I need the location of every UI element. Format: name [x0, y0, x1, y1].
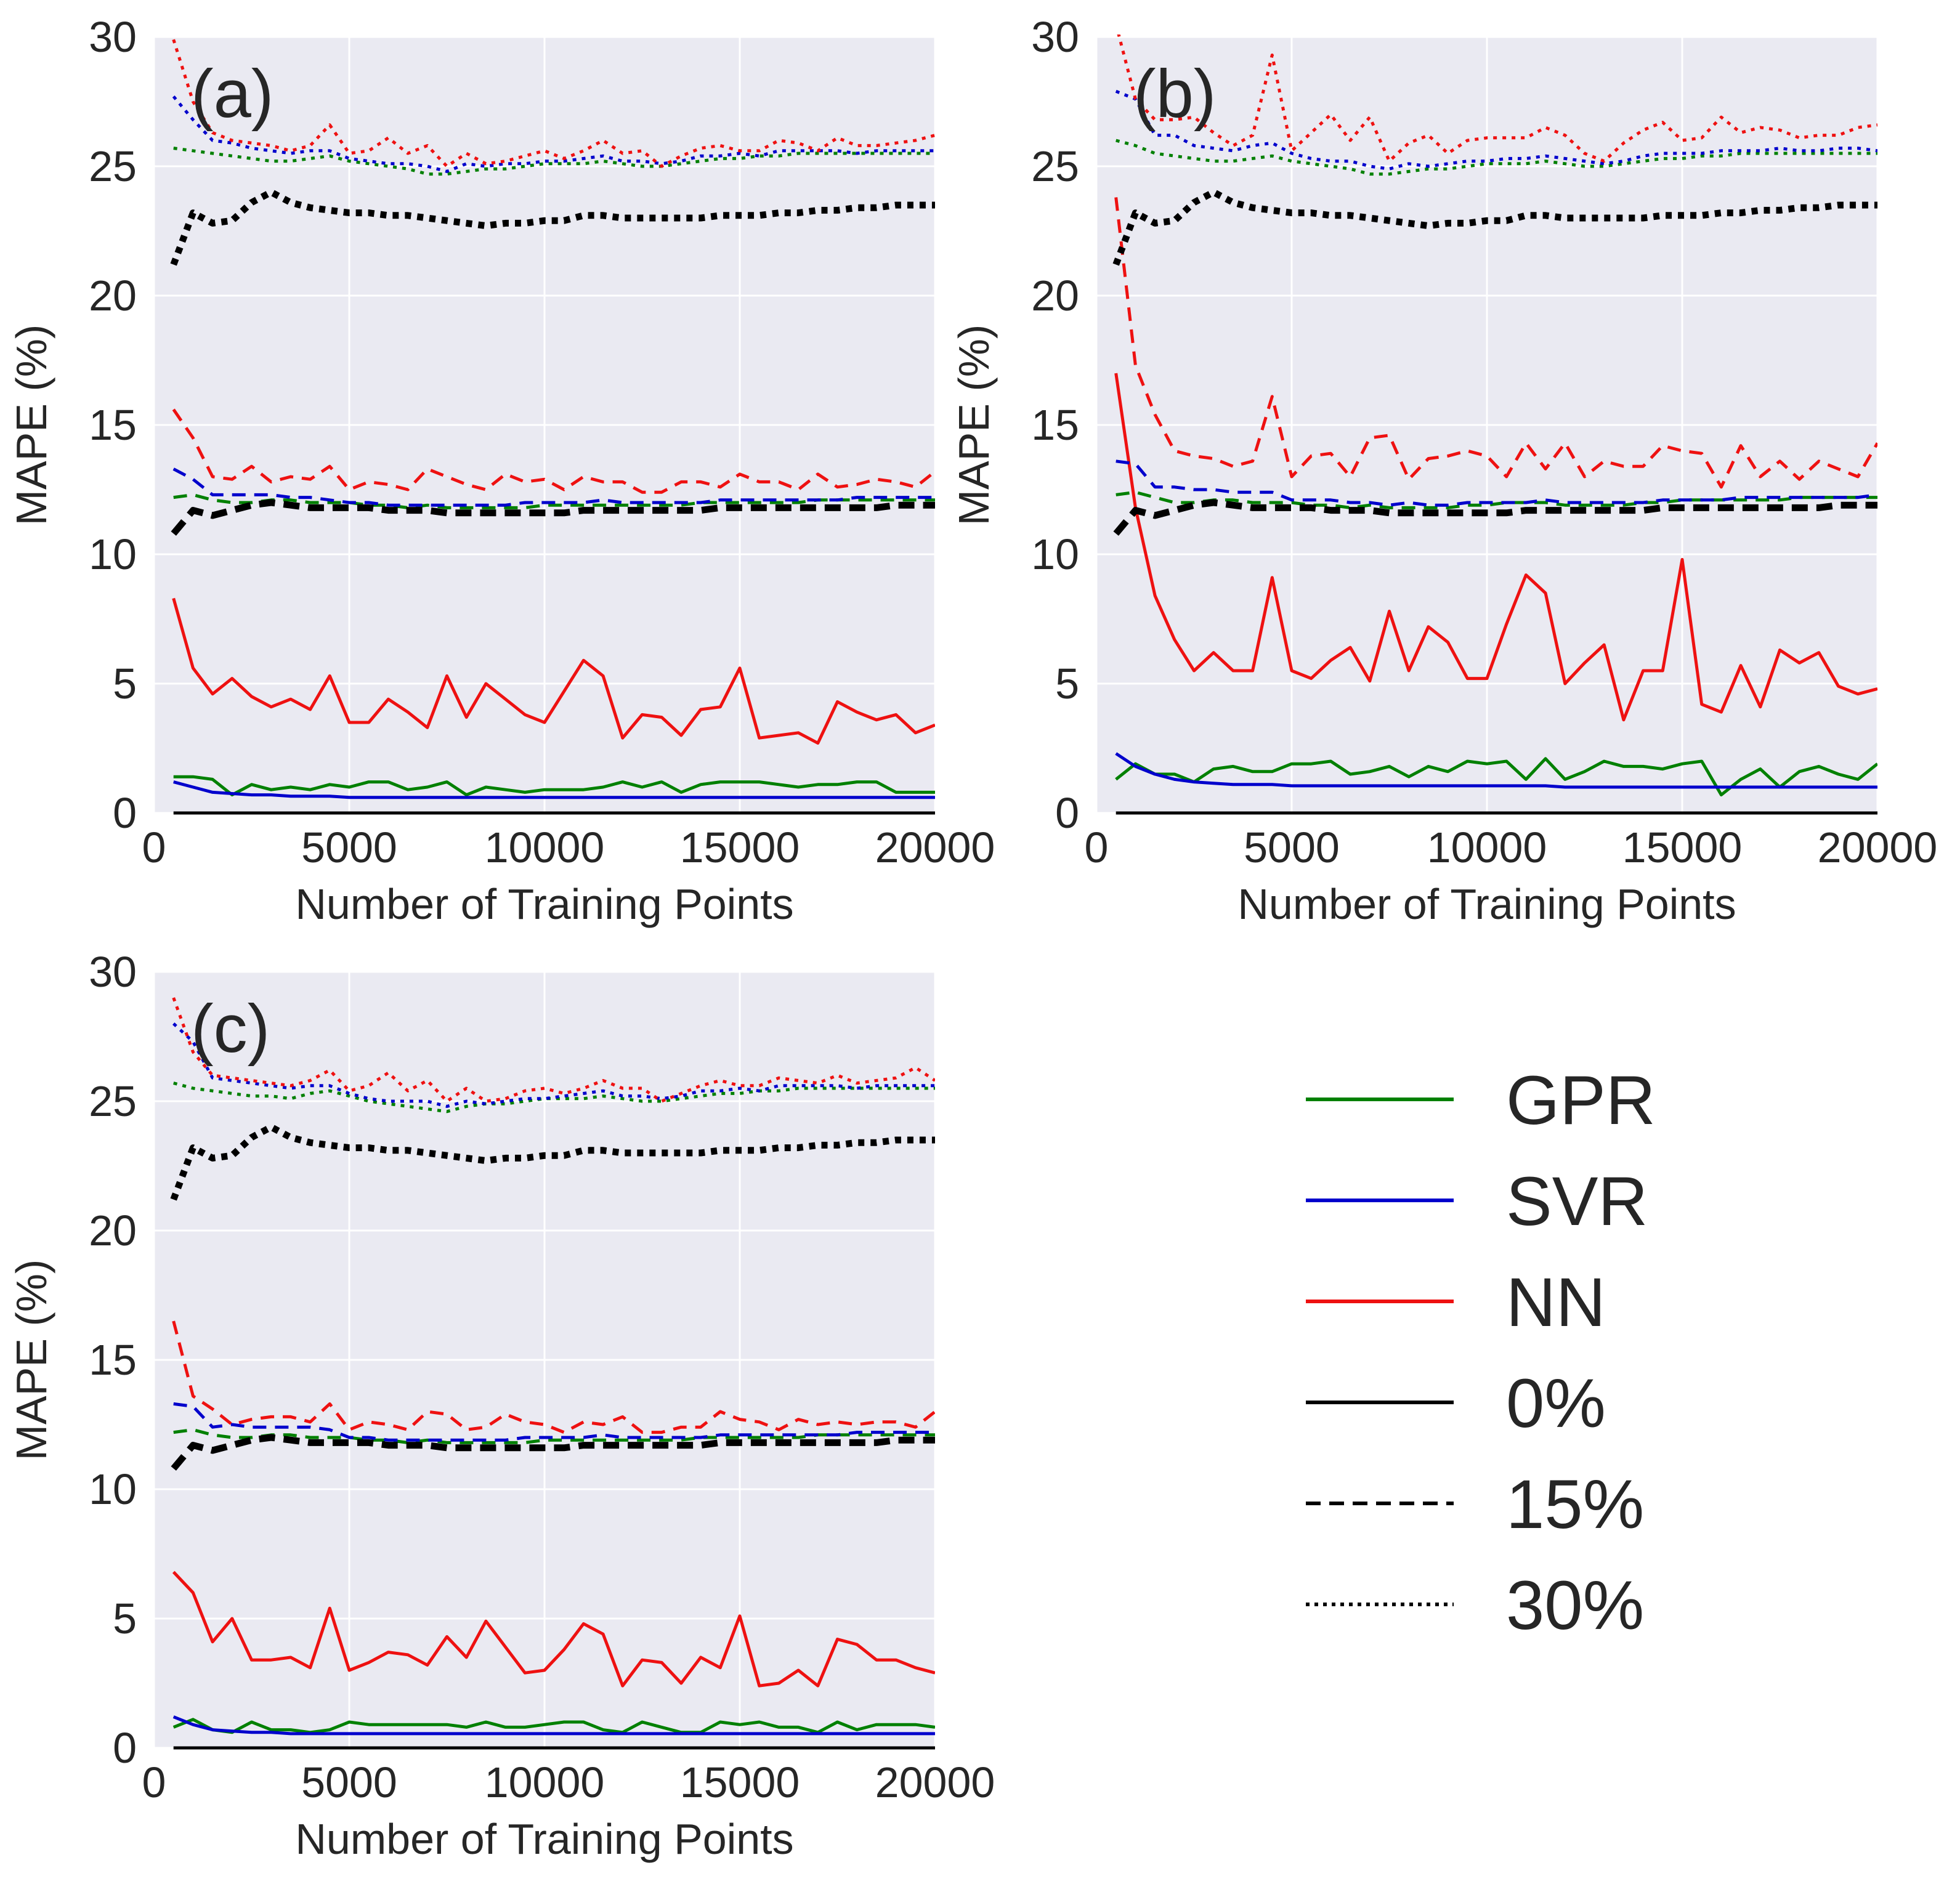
- series-line-gpr-15pct: [173, 1428, 935, 1444]
- y-tick-label: 25: [89, 142, 137, 190]
- y-tick-label: 0: [1055, 789, 1079, 837]
- x-tick-label: 15000: [680, 823, 800, 871]
- series-line-mean-15pct: [171, 499, 935, 536]
- series-line-gpr-0pct: [173, 775, 935, 797]
- x-tick-label: 0: [142, 823, 166, 871]
- series-line-svr-30pct: [172, 95, 935, 173]
- y-tick-label: 15: [89, 1336, 137, 1384]
- series-group: [1112, 34, 1877, 815]
- y-tick-label: 30: [1031, 13, 1079, 61]
- y-tick-label: 20: [89, 1207, 137, 1255]
- x-axis-label: Number of Training Points: [1237, 880, 1736, 928]
- series-group: [170, 997, 935, 1750]
- x-tick-label: 20000: [875, 823, 995, 871]
- y-tick-label: 5: [113, 1595, 137, 1643]
- y-tick-label: 5: [113, 660, 137, 708]
- series-line-svr-0pct: [173, 780, 935, 799]
- y-tick-label: 30: [89, 13, 137, 61]
- series-line-nn-30pct: [172, 39, 935, 168]
- x-axis-label: Number of Training Points: [295, 880, 793, 928]
- series-line-mean-15pct: [171, 1434, 935, 1471]
- series-line-nn-15pct: [172, 1320, 935, 1434]
- series-line-svr-0pct: [1115, 752, 1877, 789]
- y-tick-label: 10: [89, 1465, 137, 1513]
- y-tick-label: 30: [89, 948, 137, 996]
- y-tick-label: 10: [1031, 530, 1079, 578]
- y-tick-label: 20: [1031, 272, 1079, 320]
- series-line-svr-15pct: [173, 1402, 935, 1442]
- legend-label: 30%: [1506, 1567, 1644, 1644]
- x-tick-label: 15000: [680, 1758, 800, 1806]
- series-line-gpr-15pct: [173, 493, 935, 509]
- x-axis-label: Number of Training Points: [295, 1815, 793, 1863]
- legend-label: SVR: [1506, 1163, 1648, 1240]
- x-tick-label: 5000: [301, 1758, 397, 1806]
- legend: GPR SVR NN 0% 15% 30%: [1306, 1062, 1656, 1644]
- x-tick-label: 0: [1085, 823, 1109, 871]
- legend-label: NN: [1506, 1264, 1606, 1341]
- panel-b: 0 5000 10000 15000 20000 0 5 10 15 20 25 30 (b) Numbe…: [950, 13, 1937, 928]
- series-line-mean-30pct: [1112, 188, 1877, 266]
- y-tick-label: 25: [1031, 142, 1079, 190]
- y-tick-label: 10: [89, 530, 137, 578]
- x-tick-label: 5000: [1244, 823, 1340, 871]
- x-tick-label: 10000: [485, 823, 605, 871]
- x-tick-label: 20000: [875, 1758, 995, 1806]
- panel-label: (c): [191, 991, 270, 1067]
- y-tick-label: 15: [89, 401, 137, 449]
- series-line-gpr-15pct: [1116, 490, 1877, 509]
- panel-label: (b): [1133, 56, 1216, 132]
- y-axis-label: MAPE (%): [7, 1259, 55, 1461]
- y-axis-label: MAPE (%): [950, 325, 998, 526]
- series-line-nn-15pct: [172, 408, 935, 494]
- series-line-gpr-30pct: [1116, 139, 1877, 176]
- series-line-gpr-0pct: [1115, 757, 1877, 797]
- x-tick-label: 10000: [1427, 823, 1547, 871]
- series-line-mean-30pct: [170, 1123, 935, 1201]
- series-line-nn-15pct: [1114, 197, 1877, 489]
- series-line-svr-15pct: [172, 467, 935, 507]
- x-tick-label: 5000: [301, 823, 397, 871]
- series-line-gpr-30pct: [173, 147, 935, 176]
- y-tick-label: 15: [1031, 401, 1079, 449]
- legend-label: 15%: [1506, 1466, 1644, 1543]
- series-group: [170, 39, 935, 815]
- x-tick-label: 0: [142, 1758, 166, 1806]
- series-line-nn-0pct: [1114, 373, 1877, 722]
- series-line-nn-30pct: [1117, 34, 1877, 163]
- series-line-mean-30pct: [170, 188, 935, 266]
- series-line-nn-0pct: [172, 1571, 935, 1688]
- panel-label: (a): [191, 56, 273, 132]
- series-line-mean-15pct: [1113, 499, 1877, 536]
- y-tick-label: 20: [89, 272, 137, 320]
- y-axis-label: MAPE (%): [7, 325, 55, 526]
- x-tick-label: 20000: [1818, 823, 1938, 871]
- legend-label: GPR: [1506, 1062, 1656, 1139]
- series-line-gpr-0pct: [172, 1718, 935, 1734]
- panel-a: 0 5000 10000 15000 20000 0 5 10 15 20 25 30 (a) Numbe…: [7, 13, 995, 928]
- series-line-svr-0pct: [172, 1715, 935, 1736]
- y-tick-label: 25: [89, 1077, 137, 1125]
- x-tick-label: 15000: [1622, 823, 1743, 871]
- series-line-nn-0pct: [172, 597, 935, 745]
- x-tick-label: 10000: [485, 1758, 605, 1806]
- series-line-svr-15pct: [1116, 459, 1877, 507]
- legend-label: 0%: [1506, 1365, 1606, 1442]
- panel-c: 0 5000 10000 15000 20000 0 5 10 15 20 25 30 (c) Numbe…: [7, 948, 995, 1863]
- y-tick-label: 0: [113, 1724, 137, 1772]
- series-line-nn-30pct: [172, 997, 935, 1103]
- y-tick-label: 0: [113, 789, 137, 837]
- y-tick-label: 5: [1055, 660, 1079, 708]
